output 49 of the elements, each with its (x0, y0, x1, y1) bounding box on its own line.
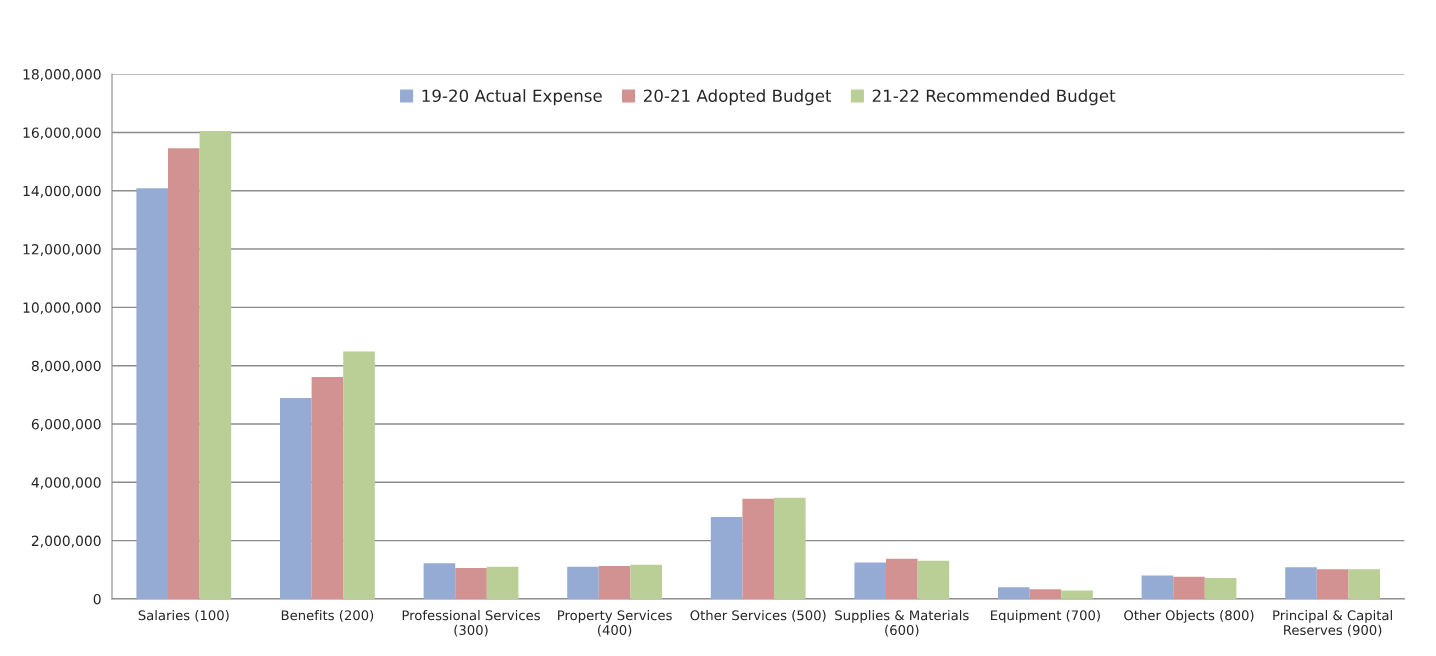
legend-label: 19-20 Actual Expense (422, 89, 602, 106)
bar (1141, 575, 1174, 599)
bar (630, 564, 662, 599)
y-tick-label: 10,000,000 (23, 302, 101, 315)
bar (1285, 567, 1317, 599)
y-tick-label: 18,000,000 (23, 69, 101, 82)
x-tick-label: Professional Services (300) (402, 610, 540, 637)
bar (567, 566, 599, 599)
x-tick-label: Other Objects (800) (1124, 610, 1254, 623)
x-tick-label: Supplies & Materials (600) (835, 610, 969, 637)
bar (486, 566, 519, 599)
bar (710, 517, 743, 599)
y-tick-label: 2,000,000 (31, 535, 101, 548)
bar (998, 587, 1030, 599)
y-tick-label: 16,000,000 (23, 127, 101, 140)
y-tick-label: 14,000,000 (23, 185, 101, 198)
bar (742, 498, 774, 599)
y-tick-label: 8,000,000 (31, 360, 101, 373)
y-tick-label: 0 (93, 593, 101, 605)
bar (136, 188, 169, 599)
x-tick-label: Benefits (200) (281, 610, 374, 622)
legend-label: 21-22 Recommended Budget (872, 89, 1116, 106)
bar (1173, 576, 1205, 599)
bar (455, 568, 487, 599)
bar (854, 562, 887, 599)
x-tick-label: Other Services (500) (690, 610, 826, 622)
bar (311, 377, 344, 599)
x-tick-label: Principal & Capital Reserves (900) (1273, 610, 1392, 637)
bar (343, 351, 375, 599)
bar (280, 398, 312, 599)
x-tick-label: Equipment (700) (991, 610, 1100, 623)
y-tick-label: 12,000,000 (23, 244, 101, 256)
bar (886, 558, 918, 599)
bar (598, 565, 631, 599)
bar (1029, 589, 1062, 599)
bar (774, 497, 806, 599)
legend-label: 20-21 Adopted Budget (643, 89, 832, 106)
bar (199, 130, 232, 599)
bar (917, 560, 950, 599)
bar (423, 563, 456, 599)
bar (1348, 569, 1380, 599)
y-tick-label: 4,000,000 (31, 477, 101, 490)
bar (168, 148, 200, 599)
x-tick-label: Salaries (100) (138, 610, 229, 622)
y-tick-label: 6,000,000 (31, 418, 101, 431)
bar (1061, 590, 1093, 599)
x-tick-label: Property Services (400) (558, 610, 672, 637)
bar (1204, 577, 1237, 599)
bar (1316, 569, 1349, 599)
